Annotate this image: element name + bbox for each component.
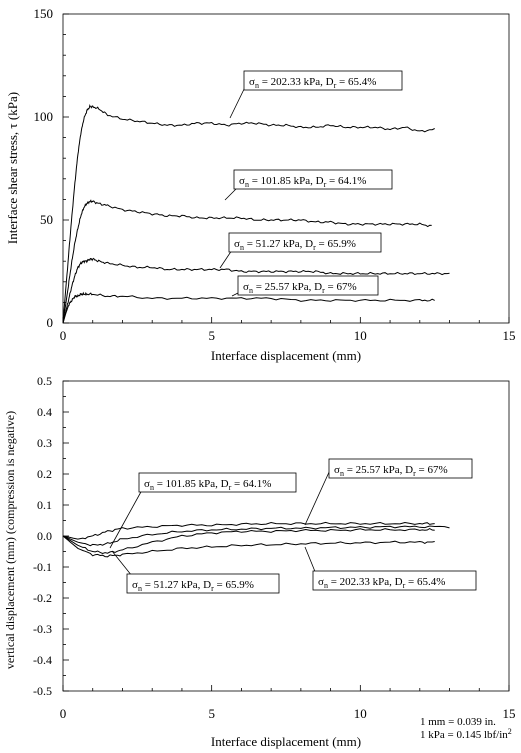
y-tick-label: 0.0: [37, 529, 52, 543]
callout-101-kpa: σn = 101.85 kPa, Dr = 64.1%: [109, 472, 297, 549]
conversion-note: 1 kPa = 0.145 lbf/in2: [420, 727, 512, 741]
leader-line: [109, 489, 143, 549]
series-line: [62, 257, 450, 324]
y-tick-label: 0.2: [37, 467, 52, 481]
axis-ticks: [62, 13, 510, 324]
label-box: [328, 458, 473, 479]
label-box: [228, 232, 382, 253]
label-box: [233, 169, 393, 190]
vertical-displacement-chart: 0 5 10 15 -0.5 -0.4 -0.3 -0.2 -0.1 0.0 0…: [3, 374, 516, 749]
callout-51-kpa: σn = 51.27 kPa, Dr = 65.9%: [111, 550, 280, 594]
y-tick-label: -0.4: [33, 653, 52, 667]
callout-101-kpa: σn = 101.85 kPa, Dr = 64.1%: [224, 169, 393, 201]
leader-line: [304, 546, 317, 575]
x-tick-label: 0: [60, 706, 67, 721]
y-tick-label: 150: [34, 6, 54, 21]
x-tick-label: 15: [503, 328, 516, 343]
leader-line: [304, 469, 331, 526]
y-tick-label: 0.3: [37, 436, 52, 450]
series-line: [62, 525, 450, 547]
axis-ticks: [62, 380, 510, 692]
shear-stress-chart: 0 5 10 15 0 50 100 150 Interface displac…: [5, 6, 516, 363]
series-label: σn = 202.33 kPa, Dr = 65.4%: [318, 576, 445, 590]
y-tick-label: -0.3: [33, 622, 52, 636]
label-box: [126, 573, 280, 594]
series-line: [62, 291, 435, 324]
callout-25-kpa: σn = 25.57 kPa, Dr = 67%: [231, 275, 379, 297]
series-label: σn = 202.33 kPa, Dr = 65.4%: [249, 76, 376, 90]
x-tick-label: 15: [503, 706, 516, 721]
y-tick-label: 50: [40, 212, 53, 227]
y-tick-label: 0: [47, 315, 54, 330]
label-box: [312, 570, 477, 591]
plot-area: [62, 380, 510, 692]
leader-line: [111, 550, 133, 577]
series-line: [62, 104, 435, 324]
y-tick-label: 0.5: [37, 374, 52, 388]
x-tick-label: 5: [208, 328, 215, 343]
x-tick-label: 0: [60, 328, 67, 343]
series-line: [62, 521, 435, 540]
series-line: [62, 528, 435, 555]
series-label: σn = 25.57 kPa, Dr = 67%: [334, 464, 448, 478]
series-line: [62, 535, 435, 558]
y-tick-label: -0.1: [33, 560, 52, 574]
series-label: σn = 25.57 kPa, Dr = 67%: [243, 281, 357, 295]
y-tick-label: 100: [34, 109, 54, 124]
y-axis-label: Interface shear stress, τ (kPa): [5, 92, 20, 244]
y-tick-label: 0.1: [37, 498, 52, 512]
y-tick-label: -0.2: [33, 591, 52, 605]
series-lines: [62, 521, 450, 558]
y-tick-label: 0.4: [37, 405, 52, 419]
callout-25-kpa: σn = 25.57 kPa, Dr = 67%: [304, 458, 473, 526]
y-tick-label: -0.5: [33, 684, 52, 698]
x-tick-label: 10: [354, 706, 367, 721]
y-axis-label: vertical displacement (mm) (compression …: [3, 411, 17, 669]
label-box: [138, 472, 297, 493]
leader-line: [219, 249, 233, 269]
callout-51-kpa: σn = 51.27 kPa, Dr = 65.9%: [219, 232, 382, 269]
callout-202-kpa: σn = 202.33 kPa, Dr = 65.4%: [304, 546, 477, 591]
label-box: [243, 70, 403, 91]
x-axis-label: Interface displacement (mm): [211, 734, 361, 749]
series-label: σn = 51.27 kPa, Dr = 65.9%: [132, 579, 254, 593]
x-tick-label: 10: [354, 328, 367, 343]
series-label: σn = 51.27 kPa, Dr = 65.9%: [234, 238, 356, 252]
series-label: σn = 101.85 kPa, Dr = 64.1%: [239, 175, 366, 189]
series-lines: [62, 104, 450, 324]
conversion-note: 1 mm = 0.039 in.: [420, 716, 496, 728]
series-label: σn = 101.85 kPa, Dr = 64.1%: [144, 478, 271, 492]
x-axis-label: Interface displacement (mm): [211, 348, 361, 363]
label-box: [237, 275, 379, 296]
plot-area: [62, 13, 510, 324]
series-line: [62, 199, 432, 324]
callout-202-kpa: σn = 202.33 kPa, Dr = 65.4%: [229, 70, 403, 119]
x-tick-label: 5: [208, 706, 215, 721]
